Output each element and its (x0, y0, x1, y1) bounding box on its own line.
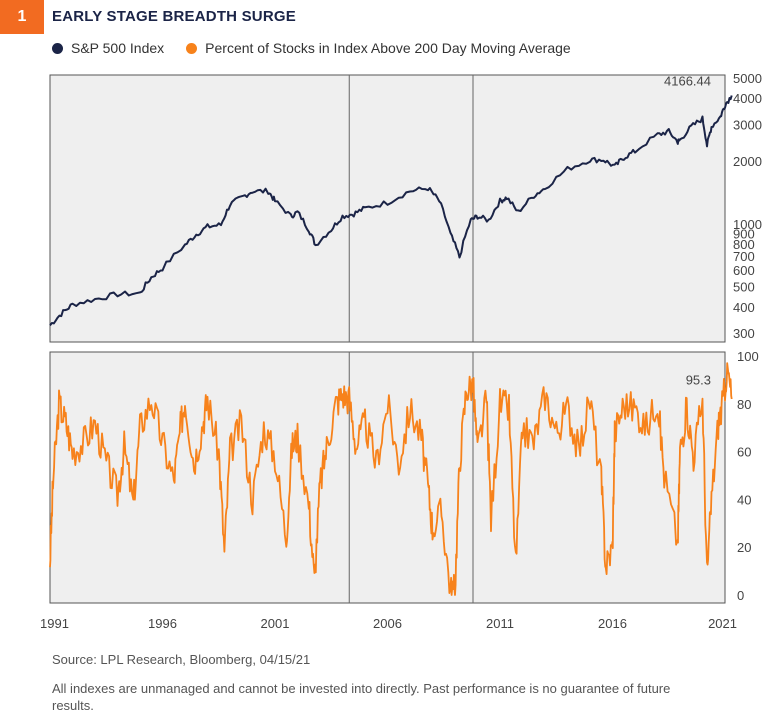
y-tick-top-4000: 4000 (733, 91, 762, 106)
source-note: Source: LPL Research, Bloomberg, 04/15/2… (52, 652, 311, 667)
legend-item-breadth: Percent of Stocks in Index Above 200 Day… (186, 40, 571, 56)
data-label-spx-last: 4166.44 (664, 74, 711, 89)
legend-label-breadth: Percent of Stocks in Index Above 200 Day… (205, 40, 571, 56)
x-tick-2001: 2001 (261, 616, 290, 631)
y-tick-top-400: 400 (733, 300, 755, 315)
series-spx-line (49, 95, 733, 327)
series-breadth-line (49, 362, 733, 596)
y-tick-top-3000: 3000 (733, 117, 762, 132)
y-tick-top-700: 700 (733, 249, 755, 264)
y-tick-bottom-0: 0 (737, 588, 744, 603)
y-tick-bottom-100: 100 (737, 349, 759, 364)
x-tick-2021: 2021 (708, 616, 737, 631)
x-tick-2011: 2011 (486, 616, 514, 631)
disclaimer-note: All indexes are unmanaged and cannot be … (52, 681, 671, 713)
y-tick-top-500: 500 (733, 280, 755, 295)
x-tick-1996: 1996 (148, 616, 177, 631)
legend: S&P 500 Index Percent of Stocks in Index… (52, 40, 593, 56)
y-tick-top-1000: 1000 (733, 217, 762, 232)
bottom-panel (49, 351, 726, 604)
x-tick-2006: 2006 (373, 616, 402, 631)
top-panel (49, 74, 726, 343)
y-tick-top-2000: 2000 (733, 154, 762, 169)
y-tick-top-800: 800 (733, 237, 755, 252)
y-tick-top-5000: 5000 (733, 71, 762, 86)
chart-title: EARLY STAGE BREADTH SURGE (52, 8, 296, 25)
legend-swatch-spx (52, 42, 63, 54)
y-tick-bottom-40: 40 (737, 492, 751, 507)
x-tick-1991: 1991 (40, 616, 69, 631)
legend-item-spx: S&P 500 Index (52, 40, 164, 56)
y-tick-bottom-20: 20 (737, 540, 751, 555)
chart-canvas: 3004005006007008009001000200030004000500… (40, 71, 762, 631)
legend-swatch-breadth (186, 42, 198, 54)
chart-number-badge: 1 (0, 0, 44, 34)
y-tick-bottom-60: 60 (737, 445, 751, 460)
data-label-breadth-last: 95.3 (686, 373, 711, 388)
y-tick-top-300: 300 (733, 326, 755, 341)
y-tick-top-900: 900 (733, 226, 755, 241)
legend-label-spx: S&P 500 Index (71, 40, 165, 56)
y-tick-top-600: 600 (733, 263, 755, 278)
x-tick-2016: 2016 (598, 616, 627, 631)
y-tick-bottom-80: 80 (737, 397, 751, 412)
